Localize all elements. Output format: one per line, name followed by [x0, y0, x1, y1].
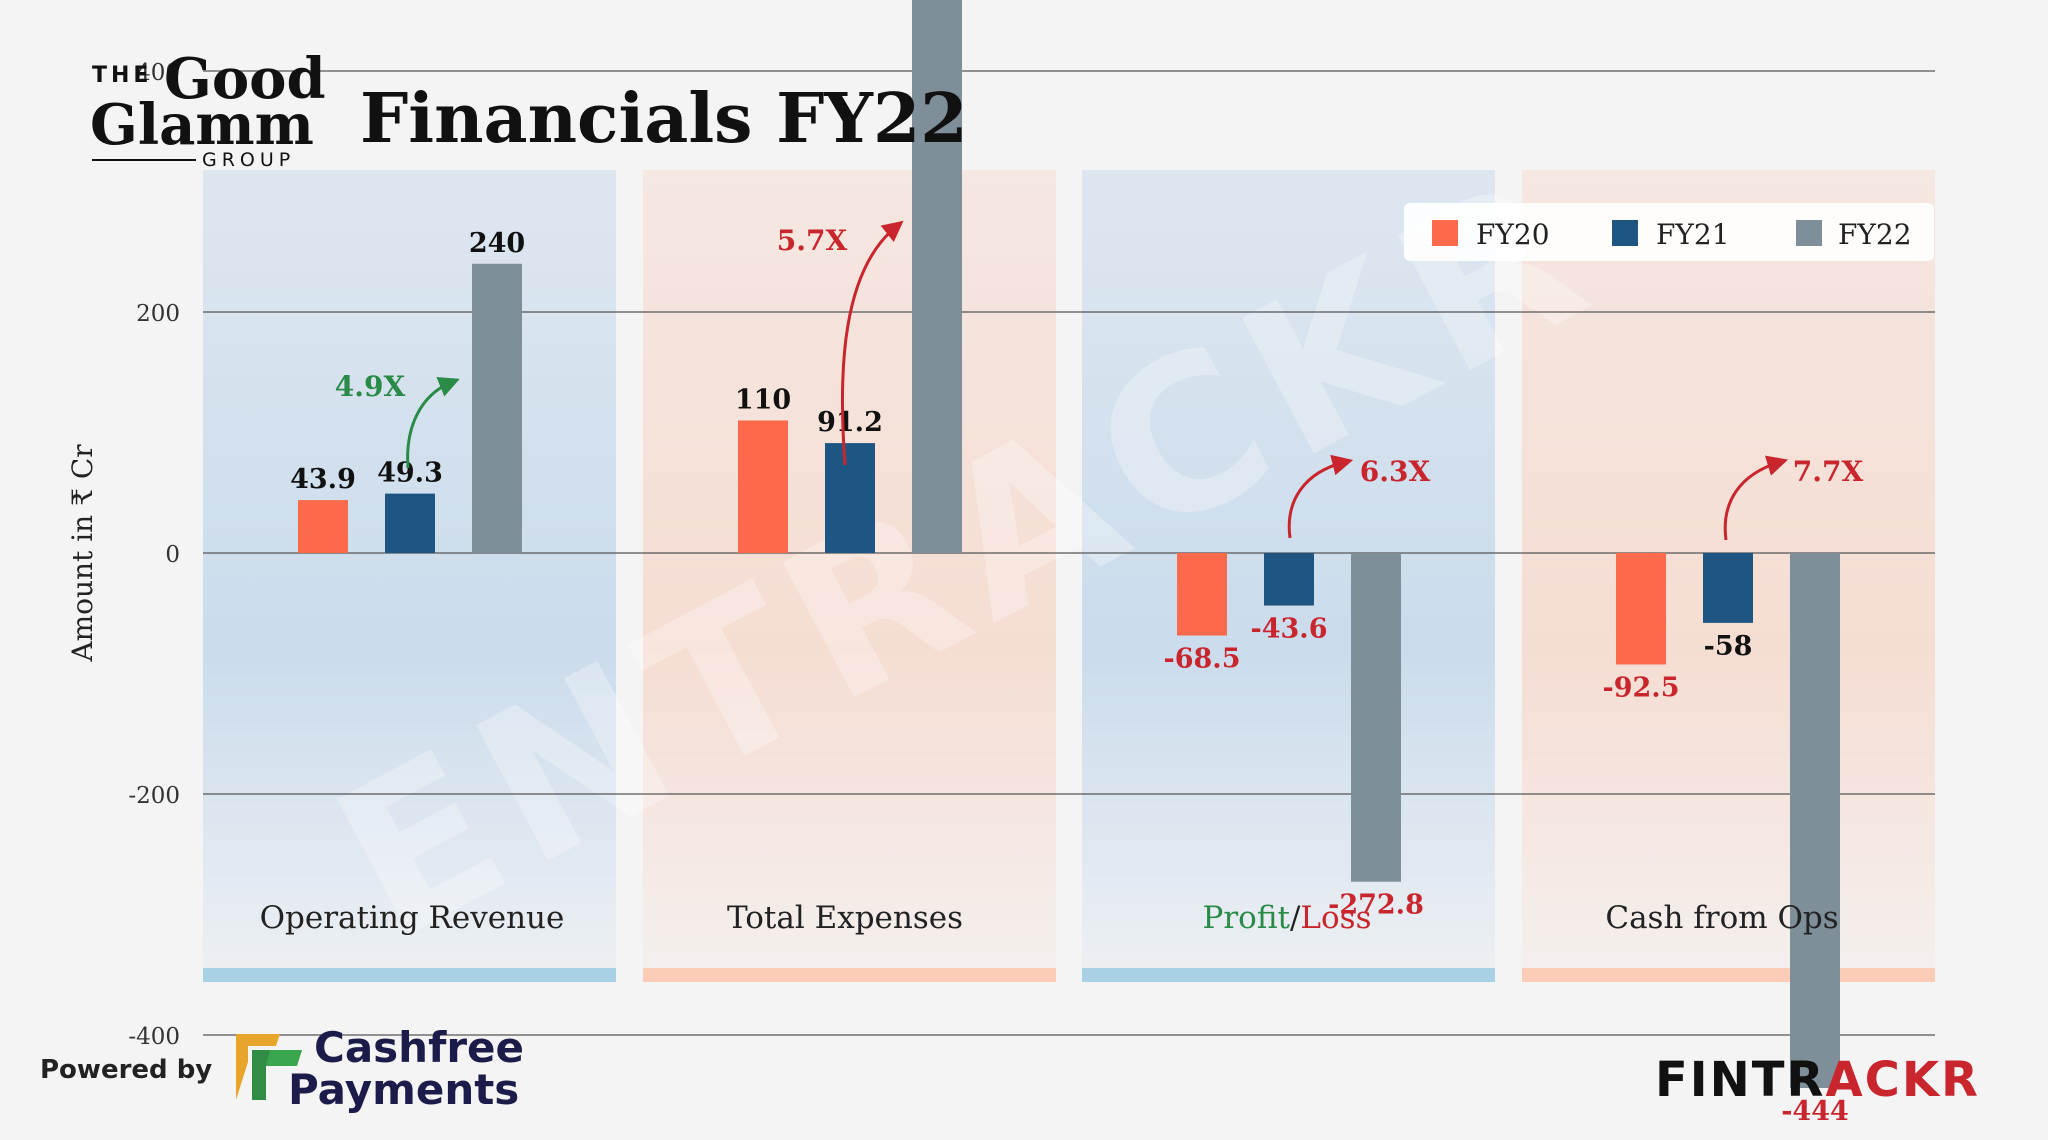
category-label-operating-revenue: Operating Revenue: [260, 900, 565, 936]
panel-bar-total-expenses: [643, 968, 1056, 982]
bar-fy21-3: [1703, 553, 1753, 623]
data-label-fy20-2: -68.5: [1164, 644, 1241, 675]
category-label-total-expenses: Total Expenses: [727, 900, 963, 936]
bar-fy22-3: [1790, 553, 1840, 1089]
category-label-profit-loss: Profit/Loss: [1202, 900, 1371, 936]
growth-label-cash-from-ops: 7.7X: [1793, 455, 1864, 488]
growth-arrow-total-expenses: [840, 220, 904, 466]
y-tick-label: 0: [165, 542, 180, 568]
legend-label-fy22: FY22: [1838, 218, 1912, 251]
logo-the: THE: [92, 63, 152, 88]
legend-label-fy20: FY20: [1476, 218, 1550, 251]
growth-arrow-profit-loss: [1287, 454, 1354, 539]
legend-swatch-fy21: [1612, 220, 1638, 246]
bar-fy21-2: [1264, 553, 1314, 606]
panel-operating-revenue: [203, 170, 616, 970]
data-label-fy22-3: -444: [1781, 1096, 1849, 1127]
publisher-logo: FINTRACKR: [1655, 1052, 1980, 1108]
growth-arrow-cash-from-ops: [1723, 455, 1789, 541]
cashfree-logo-icon: [236, 1034, 302, 1100]
y-tick-label: 200: [136, 301, 180, 327]
profit-label-part: Profit: [1202, 900, 1290, 936]
profit-loss-separator: /: [1290, 900, 1301, 936]
y-tick-label: 400: [136, 60, 180, 86]
y-axis-label: Amount in ₹ Cr: [66, 444, 99, 663]
sponsor-name-line1: Cashfree: [314, 1023, 524, 1072]
legend-box: [1404, 203, 1934, 261]
bar-fy22-2: [1351, 553, 1401, 882]
bar-fy22-1: [912, 0, 962, 554]
data-label-fy20-0: 43.9: [290, 464, 356, 495]
bar-fy20-3: [1616, 553, 1666, 665]
panel-bar-operating-revenue: [203, 968, 616, 982]
legend: FY20 FY21 FY22: [1404, 203, 1934, 261]
logo-good: Good: [164, 46, 326, 112]
bar-fy22-0: [472, 263, 522, 553]
bar-fy21-1: [825, 443, 875, 553]
publisher-logo-part2: ACKR: [1825, 1052, 1980, 1108]
y-axis-ticks: 400 200 0 -200 -400: [128, 60, 180, 1050]
bar-fy20-1: [738, 420, 788, 553]
bar-fy21-0: [385, 493, 435, 553]
loss-label-part: Loss: [1300, 900, 1371, 936]
data-label-fy20-3: -92.5: [1603, 672, 1680, 703]
legend-swatch-fy20: [1432, 220, 1458, 246]
page-title: Financials FY22: [360, 79, 968, 159]
legend-label-fy21: FY21: [1656, 218, 1730, 251]
logo-glamm: Glamm: [90, 92, 314, 158]
good-glamm-logo: THE Good Glamm GROUP: [90, 46, 326, 171]
data-label-fy22-0: 240: [469, 228, 525, 259]
data-label-fy21-3: -58: [1704, 631, 1753, 662]
bar-fy20-0: [298, 500, 348, 553]
logo-group: GROUP: [202, 149, 295, 171]
publisher-logo-part1: FINTR: [1655, 1052, 1826, 1108]
bars: [298, 0, 1840, 1089]
growth-arrow-operating-revenue: [406, 377, 460, 469]
legend-swatch-fy22: [1796, 220, 1822, 246]
powered-by-text: Powered by: [40, 1055, 212, 1085]
data-label-fy21-2: -43.6: [1251, 614, 1328, 645]
growth-label-operating-revenue: 4.9X: [335, 370, 406, 403]
data-label-fy21-0: 49.3: [377, 458, 443, 489]
panel-total-expenses: [643, 170, 1056, 970]
y-tick-label: -400: [128, 1024, 180, 1050]
data-labels: 43.9110-68.5-92.549.391.2-43.6-58240519-…: [290, 228, 1849, 1127]
panel-bar-profit-loss: [1082, 968, 1495, 982]
y-tick-label: -200: [128, 783, 180, 809]
category-label-cash-from-ops: Cash from Ops: [1605, 900, 1838, 936]
bar-fy20-2: [1177, 553, 1227, 636]
panel-bar-cash-from-ops: [1522, 968, 1935, 982]
data-label-fy21-1: 91.2: [817, 407, 883, 438]
sponsor-name-line2: Payments: [288, 1065, 519, 1114]
growth-label-total-expenses: 5.7X: [777, 224, 848, 257]
data-label-fy22-2: -272.8: [1328, 890, 1424, 921]
growth-label-profit-loss: 6.3X: [1360, 455, 1431, 488]
data-label-fy20-1: 110: [735, 384, 791, 415]
